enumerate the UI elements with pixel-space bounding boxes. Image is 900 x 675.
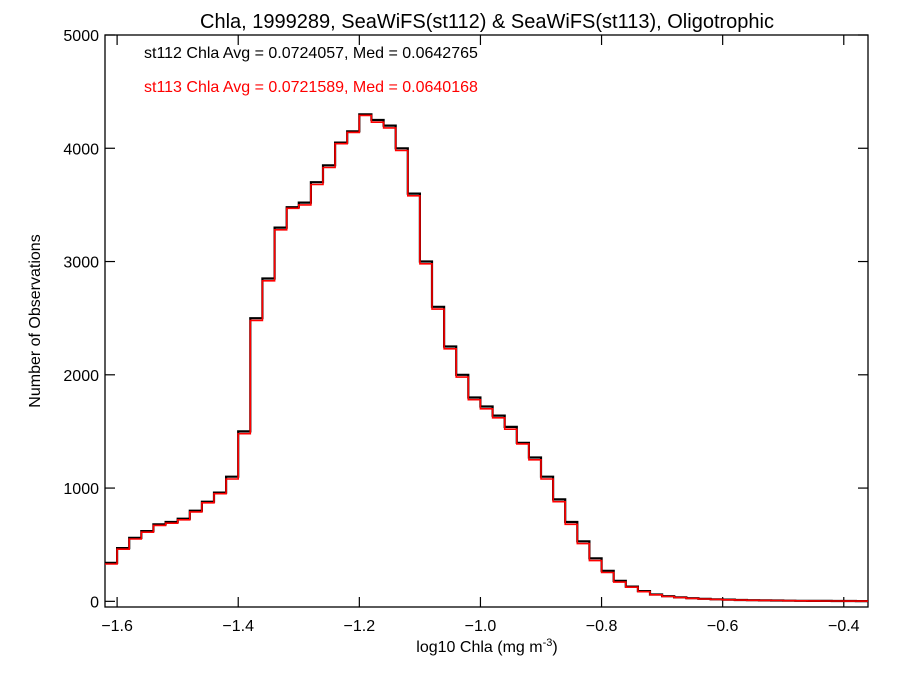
annotation-st112: st112 Chla Avg = 0.0724057, Med = 0.0642… bbox=[144, 45, 478, 62]
x-tick-label: −1.0 bbox=[465, 618, 497, 635]
series-layer bbox=[105, 113, 868, 603]
y-axis-ticks: 0 1000 2000 3000 4000 5000 bbox=[63, 28, 868, 611]
y-tick-label: 5000 bbox=[63, 28, 99, 45]
y-tick-label: 2000 bbox=[63, 368, 99, 385]
x-axis-label-close: ) bbox=[552, 639, 557, 656]
plot-frame bbox=[104, 34, 869, 608]
chart-title: Chla, 1999289, SeaWiFS(st112) & SeaWiFS(… bbox=[200, 11, 774, 33]
x-tick-label: −1.4 bbox=[222, 618, 254, 635]
series-st113-line bbox=[105, 114, 868, 602]
y-tick-label: 4000 bbox=[63, 141, 99, 158]
x-tick-label: −0.4 bbox=[828, 618, 860, 635]
x-tick-label: −1.6 bbox=[101, 618, 133, 635]
y-tick-label: 3000 bbox=[63, 255, 99, 272]
x-axis-ticks: −1.6 −1.4 −1.2 −1.0 −0.8 −0.6 −0.4 bbox=[101, 35, 860, 635]
x-tick-label: −0.8 bbox=[586, 618, 618, 635]
annotation-st113: st113 Chla Avg = 0.0721589, Med = 0.0640… bbox=[144, 79, 478, 96]
x-tick-label: −0.6 bbox=[707, 618, 739, 635]
x-tick-label: −1.2 bbox=[344, 618, 376, 635]
series-st112-line bbox=[105, 113, 868, 603]
x-axis-label: log10 Chla (mg m-3) bbox=[416, 637, 557, 656]
y-axis-label: Number of Observations bbox=[27, 234, 44, 407]
x-axis-label-text: log10 Chla (mg m bbox=[416, 639, 542, 656]
y-tick-label: 1000 bbox=[63, 481, 99, 498]
x-axis-label-exponent: -3 bbox=[543, 637, 553, 649]
y-tick-label: 0 bbox=[90, 594, 99, 611]
